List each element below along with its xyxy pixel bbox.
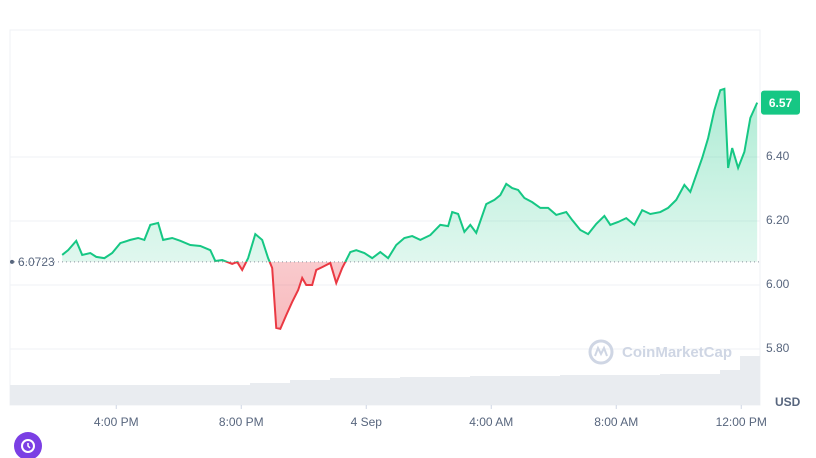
volume-bars (10, 356, 760, 405)
y-tick-label: 6.00 (766, 277, 790, 291)
reference-label: 6.0723 (18, 255, 55, 269)
x-tick-label: 4:00 AM (469, 415, 513, 429)
y-tick-label: 5.80 (766, 341, 790, 355)
watermark-text: CoinMarketCap (622, 344, 732, 361)
price-badge-label: 6.57 (769, 96, 793, 110)
area-down (226, 261, 346, 329)
y-tick-label: 6.40 (766, 149, 790, 163)
price-line-down (214, 261, 347, 331)
area-up (62, 88, 758, 262)
reference-dot (10, 259, 14, 264)
price-line-up (61, 87, 759, 262)
history-button[interactable] (14, 432, 42, 458)
x-tick-label: 4 Sep (351, 415, 383, 429)
price-badge (761, 90, 800, 115)
x-tick-label: 8:00 PM (219, 415, 264, 429)
y-tick-label: 6.20 (766, 213, 790, 227)
x-tick-label: 4:00 PM (94, 415, 139, 429)
x-tick-label: 8:00 AM (594, 415, 638, 429)
watermark: CoinMarketCap (588, 339, 732, 365)
x-tick-label: 12:00 PM (716, 415, 767, 429)
unit-label: USD (775, 395, 801, 409)
